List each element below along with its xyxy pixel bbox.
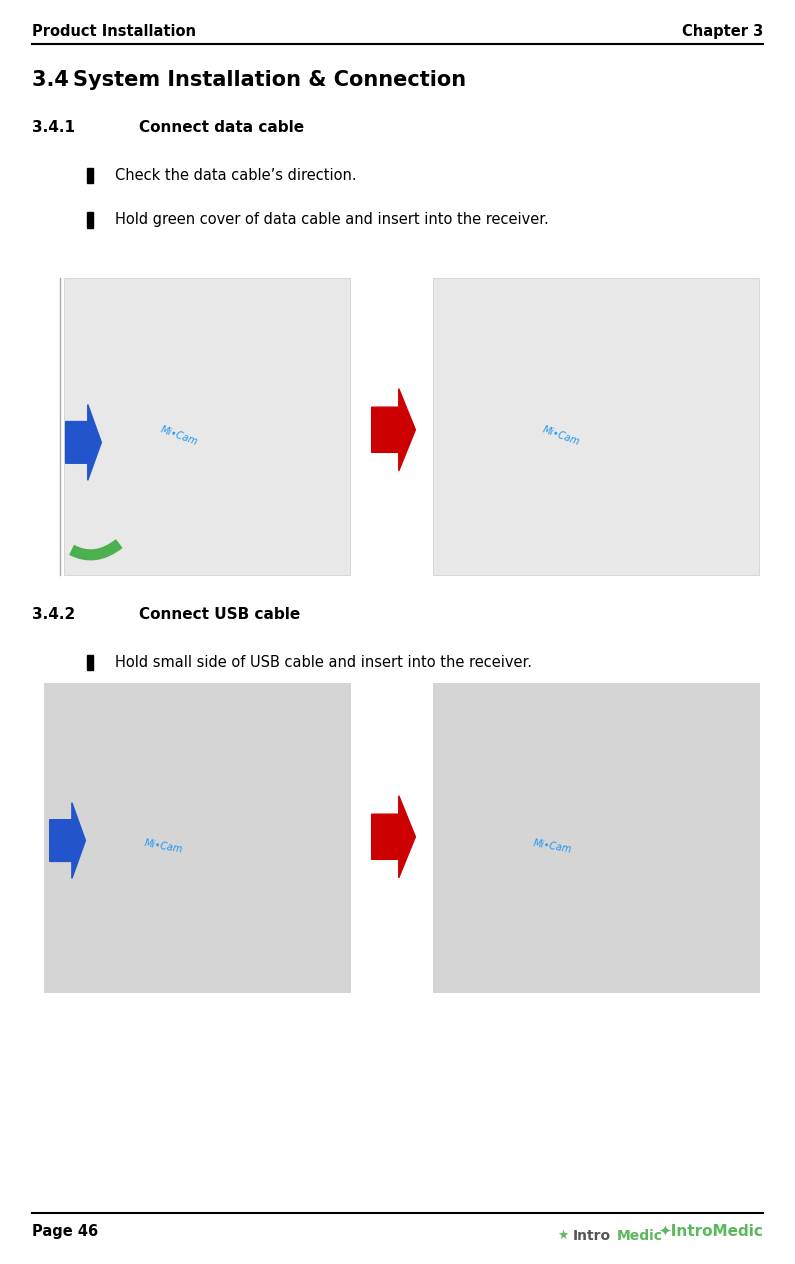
Bar (87, 655, 93, 670)
Text: Medic: Medic (617, 1229, 663, 1243)
Text: Check the data cable’s direction.: Check the data cable’s direction. (115, 168, 357, 183)
Text: Chapter 3: Chapter 3 (682, 24, 763, 39)
Text: 3.4.2: 3.4.2 (32, 607, 75, 622)
Bar (87, 212, 93, 228)
Text: Hold green cover of data cable and insert into the receiver.: Hold green cover of data cable and inser… (115, 212, 549, 228)
Text: Product Installation: Product Installation (32, 24, 196, 39)
Text: 3.4 System Installation & Connection: 3.4 System Installation & Connection (32, 70, 466, 90)
Text: Mi•Cam: Mi•Cam (159, 425, 200, 447)
Bar (87, 168, 93, 183)
Text: Connect USB cable: Connect USB cable (139, 607, 301, 622)
Polygon shape (49, 803, 86, 878)
Text: ✦Intro: ✦Intro (708, 1224, 763, 1239)
Text: Mi•Cam: Mi•Cam (541, 425, 581, 447)
Text: Connect data cable: Connect data cable (139, 120, 304, 135)
Text: 3.4.1: 3.4.1 (32, 120, 75, 135)
Text: ✦IntroMedic: ✦IntroMedic (658, 1224, 763, 1239)
Polygon shape (371, 796, 415, 877)
Polygon shape (65, 404, 102, 480)
Text: Intro: Intro (572, 1229, 611, 1243)
Text: ★: ★ (557, 1229, 568, 1241)
Text: Page 46: Page 46 (32, 1224, 98, 1239)
Bar (433, 683, 759, 992)
Polygon shape (371, 389, 415, 470)
Bar (64, 278, 350, 575)
Bar (433, 278, 759, 575)
Text: Mi•Cam: Mi•Cam (143, 838, 184, 856)
Text: Mi•Cam: Mi•Cam (533, 838, 573, 856)
Bar (44, 683, 350, 992)
Text: Hold small side of USB cable and insert into the receiver.: Hold small side of USB cable and insert … (115, 655, 533, 670)
